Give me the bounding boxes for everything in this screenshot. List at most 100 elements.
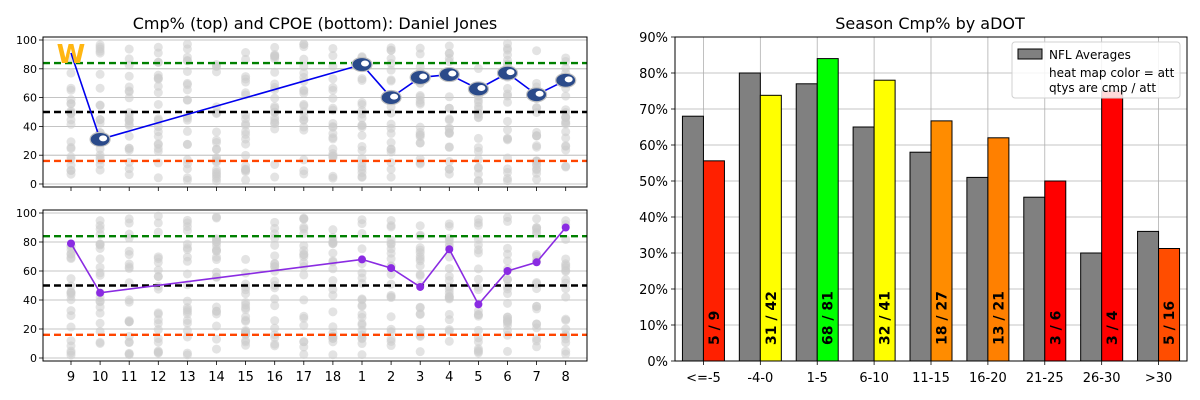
league-point xyxy=(153,265,163,275)
x-tick-label: 8 xyxy=(562,370,570,385)
x-tick-label: -4-0 xyxy=(747,371,773,386)
league-point xyxy=(328,290,338,300)
league-point xyxy=(182,307,192,317)
x-tick-label: 6-10 xyxy=(859,371,889,386)
league-point xyxy=(328,264,338,274)
league-point xyxy=(124,170,134,180)
y-tick-label: 20 xyxy=(23,149,37,162)
x-tick-label: 2 xyxy=(387,370,395,385)
bar-data-label: 13 / 21 xyxy=(991,291,1007,345)
league-point xyxy=(386,158,396,168)
y-tick-label: 40 xyxy=(23,294,37,307)
league-point xyxy=(415,332,425,342)
league-point xyxy=(124,317,134,327)
league-point xyxy=(270,276,280,286)
league-point xyxy=(328,118,338,128)
x-tick-label: 1 xyxy=(358,370,366,385)
league-point xyxy=(357,320,367,330)
league-point xyxy=(66,348,76,358)
league-point xyxy=(182,218,192,228)
arizona-logo-icon xyxy=(496,65,519,81)
league-point xyxy=(124,349,134,359)
tennessee-logo-icon xyxy=(555,72,577,88)
league-point xyxy=(182,39,192,49)
y-tick-label: 20% xyxy=(639,283,668,298)
league-point xyxy=(328,225,338,235)
league-point xyxy=(386,76,396,86)
league-point xyxy=(561,334,571,344)
league-point xyxy=(444,293,454,303)
league-point xyxy=(153,211,163,221)
league-point xyxy=(241,254,251,264)
league-point xyxy=(66,322,76,332)
league-point xyxy=(299,169,309,179)
league-point xyxy=(182,326,192,336)
y-tick-label: 70% xyxy=(639,103,668,118)
series-point xyxy=(96,288,105,297)
league-point xyxy=(444,275,454,285)
y-tick-label: 60% xyxy=(639,139,668,154)
league-point xyxy=(182,350,192,360)
league-point xyxy=(153,308,163,318)
league-point xyxy=(95,239,105,249)
league-point xyxy=(95,337,105,347)
axes-frame xyxy=(42,36,588,188)
y-tick-label: 50% xyxy=(639,175,668,190)
league-point xyxy=(66,144,76,154)
league-point xyxy=(357,145,367,155)
league-point xyxy=(270,323,280,333)
league-point xyxy=(444,142,454,152)
league-point xyxy=(386,43,396,53)
league-point xyxy=(503,116,512,126)
league-point xyxy=(473,154,483,164)
bar-nfl-average xyxy=(909,151,932,362)
league-point xyxy=(124,71,134,81)
team-logo-detail xyxy=(419,73,428,80)
league-point xyxy=(415,122,425,132)
y-tick-label: 40% xyxy=(639,211,668,226)
x-tick-label: 5 xyxy=(474,370,482,385)
league-point xyxy=(386,215,396,225)
league-point xyxy=(124,246,134,256)
league-point xyxy=(532,250,542,260)
league-point xyxy=(503,256,512,266)
league-point xyxy=(299,311,309,321)
league-point xyxy=(561,145,571,155)
league-point xyxy=(95,254,105,264)
league-point xyxy=(95,262,105,272)
league-point xyxy=(561,265,571,275)
league-point xyxy=(503,298,512,308)
league-point xyxy=(299,270,309,280)
league-point xyxy=(357,113,367,123)
league-point xyxy=(444,315,454,325)
bar-data-label: 5 / 16 xyxy=(1162,301,1178,345)
league-point xyxy=(444,41,454,51)
league-point xyxy=(95,48,105,58)
league-point xyxy=(212,302,221,312)
league-point xyxy=(212,135,221,145)
league-point xyxy=(503,45,512,55)
league-point xyxy=(153,257,163,267)
league-point xyxy=(270,240,280,250)
x-tick-label: 17 xyxy=(296,370,313,385)
league-point xyxy=(66,137,76,147)
league-point xyxy=(415,138,425,148)
league-point xyxy=(95,83,105,93)
league-point xyxy=(503,346,512,356)
league-point xyxy=(328,248,338,258)
league-point xyxy=(386,336,396,346)
league-point xyxy=(124,108,134,118)
league-point xyxy=(415,62,425,72)
league-point xyxy=(212,267,221,277)
league-point xyxy=(328,85,338,95)
league-point xyxy=(357,130,367,140)
denver-logo-icon xyxy=(380,89,402,106)
league-point xyxy=(386,248,396,258)
league-point xyxy=(182,239,192,249)
league-point xyxy=(299,99,309,109)
league-point xyxy=(270,119,280,129)
chart-title: Season Cmp% by aDOT xyxy=(835,14,1025,33)
league-point xyxy=(503,212,512,222)
league-point xyxy=(503,135,512,145)
bar-data-label: 5 / 9 xyxy=(707,311,723,345)
